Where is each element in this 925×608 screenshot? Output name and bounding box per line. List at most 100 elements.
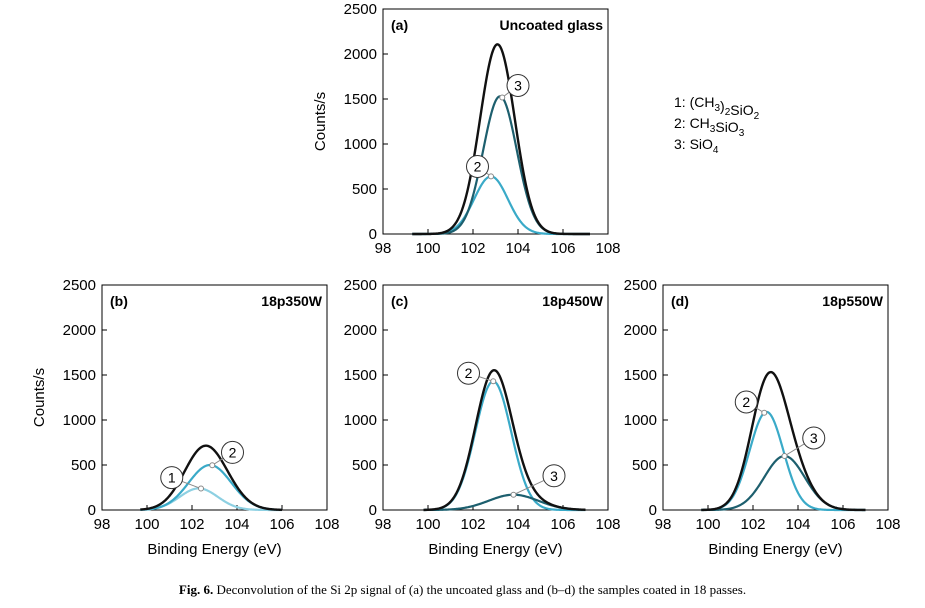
total-envelope: [412, 43, 590, 236]
x-tick-label: 104: [785, 516, 810, 533]
panel-title: Uncoated glass: [500, 17, 604, 33]
callout-marker: [198, 485, 204, 492]
plot-frame: [101, 284, 328, 511]
panel-a: 0 500 1000 1500 2000 2500 98 100 102 104 106 108 (a)…: [312, 1, 621, 257]
y-tick-label: 1000: [344, 136, 377, 153]
y-tick-label: 2500: [624, 277, 657, 294]
y-tick-label: 0: [369, 226, 377, 243]
panel-b: 0 500 1000 1500 2000 2500 98 100 102 104 106 108 (b)…: [31, 277, 340, 558]
y-tick-label: 1500: [344, 367, 377, 384]
y-tick-label: 1500: [344, 91, 377, 108]
legend-entry-2: 2: CH3SiO3: [674, 115, 745, 139]
legend-entry-3: 3: SiO4: [674, 136, 719, 156]
y-tick-label: 2000: [63, 322, 96, 339]
x-tick-label: 108: [595, 240, 620, 257]
x-tick-label: 98: [94, 516, 111, 533]
callout-marker: [490, 378, 497, 385]
x-tick-label: 108: [595, 516, 620, 533]
y-tick-label: 1000: [63, 412, 96, 429]
callout-number: 2: [474, 159, 482, 175]
x-axis-label: Binding Energy (eV): [708, 541, 842, 558]
y-tick-label: 2000: [344, 322, 377, 339]
plot-frame: [382, 8, 609, 235]
callout-number: 3: [514, 78, 522, 94]
x-tick-label: 106: [269, 516, 294, 533]
x-tick-label: 106: [550, 240, 575, 257]
panel-tag: (b): [110, 293, 128, 309]
x-tick-label: 98: [655, 516, 672, 533]
y-tick-label: 2500: [344, 1, 377, 18]
x-tick-label: 98: [375, 516, 392, 533]
x-tick-label: 104: [505, 240, 530, 257]
callout-leader: [181, 480, 202, 490]
callout-circle: [542, 464, 566, 488]
legend-entry-1: 1: (CH3)2SiO2: [674, 94, 760, 122]
x-tick-label: 104: [224, 516, 249, 533]
y-tick-label: 0: [369, 502, 377, 519]
x-tick-label: 108: [875, 516, 900, 533]
callout-number: 3: [810, 430, 818, 446]
x-tick-label: 102: [740, 516, 765, 533]
panel-tag: (c): [391, 293, 408, 309]
callout-circle: [160, 466, 184, 490]
callout-number: 2: [465, 365, 473, 381]
callout-circle: [221, 440, 244, 464]
caption-label: Fig. 6.: [178, 582, 214, 597]
total-envelope: [701, 370, 866, 512]
y-tick-label: 500: [71, 457, 96, 474]
callout-circle: [466, 155, 489, 178]
panel-title: 18p350W: [261, 293, 322, 309]
x-tick-label: 104: [505, 516, 530, 533]
callout-marker: [488, 173, 494, 180]
callout-circle: [802, 426, 826, 450]
callout-leader: [784, 443, 805, 457]
y-tick-label: 2500: [63, 277, 96, 294]
callout-number: 2: [742, 394, 750, 410]
total-envelope: [423, 368, 586, 512]
x-tick-label: 102: [460, 516, 485, 533]
x-axis-label: Binding Energy (eV): [428, 541, 562, 558]
callout-circle: [506, 74, 530, 97]
callout-circle: [457, 361, 480, 385]
plot-frame: [382, 284, 609, 511]
x-tick-label: 102: [460, 240, 485, 257]
callout-circle: [734, 390, 758, 414]
x-tick-label: 100: [415, 240, 440, 257]
panel-title: 18p450W: [542, 293, 603, 309]
y-tick-label: 1000: [344, 412, 377, 429]
y-tick-label: 500: [632, 457, 657, 474]
y-tick-label: 500: [352, 181, 377, 198]
y-axis-label: Counts/s: [31, 368, 48, 427]
x-tick-label: 106: [550, 516, 575, 533]
callout-marker: [510, 491, 517, 498]
panel-c: 0 500 1000 1500 2000 2500 98 100 102 104 106 108 (c)…: [344, 277, 621, 558]
y-tick-label: 1500: [624, 367, 657, 384]
callout-marker: [781, 453, 788, 459]
x-axis-label: Binding Energy (eV): [147, 541, 281, 558]
y-tick-label: 0: [649, 502, 657, 519]
callout-number: 3: [550, 468, 558, 484]
component-peak-3: [701, 454, 866, 512]
panel-tag: (a): [391, 17, 408, 33]
plot-frame: [662, 284, 889, 511]
x-tick-label: 100: [415, 516, 440, 533]
panel-tag: (d): [671, 293, 689, 309]
x-tick-label: 102: [179, 516, 204, 533]
caption-text: Deconvolution of the Si 2p signal of (a)…: [213, 582, 747, 597]
total-envelope: [140, 444, 283, 512]
component-peak-3: [412, 95, 590, 236]
callout-marker: [499, 94, 506, 101]
component-peak-2: [701, 410, 866, 512]
y-tick-label: 2000: [344, 46, 377, 63]
callout-number: 1: [168, 470, 176, 486]
callout-leader: [513, 479, 545, 496]
panel-d: 0 500 1000 1500 2000 2500 98 100 102 104 106 108 (d)…: [624, 277, 901, 558]
x-tick-label: 106: [830, 516, 855, 533]
callout-number: 2: [229, 444, 237, 460]
y-tick-label: 2500: [344, 277, 377, 294]
component-peak-2: [423, 380, 586, 512]
y-tick-label: 2000: [624, 322, 657, 339]
component-peak-2: [412, 175, 590, 236]
